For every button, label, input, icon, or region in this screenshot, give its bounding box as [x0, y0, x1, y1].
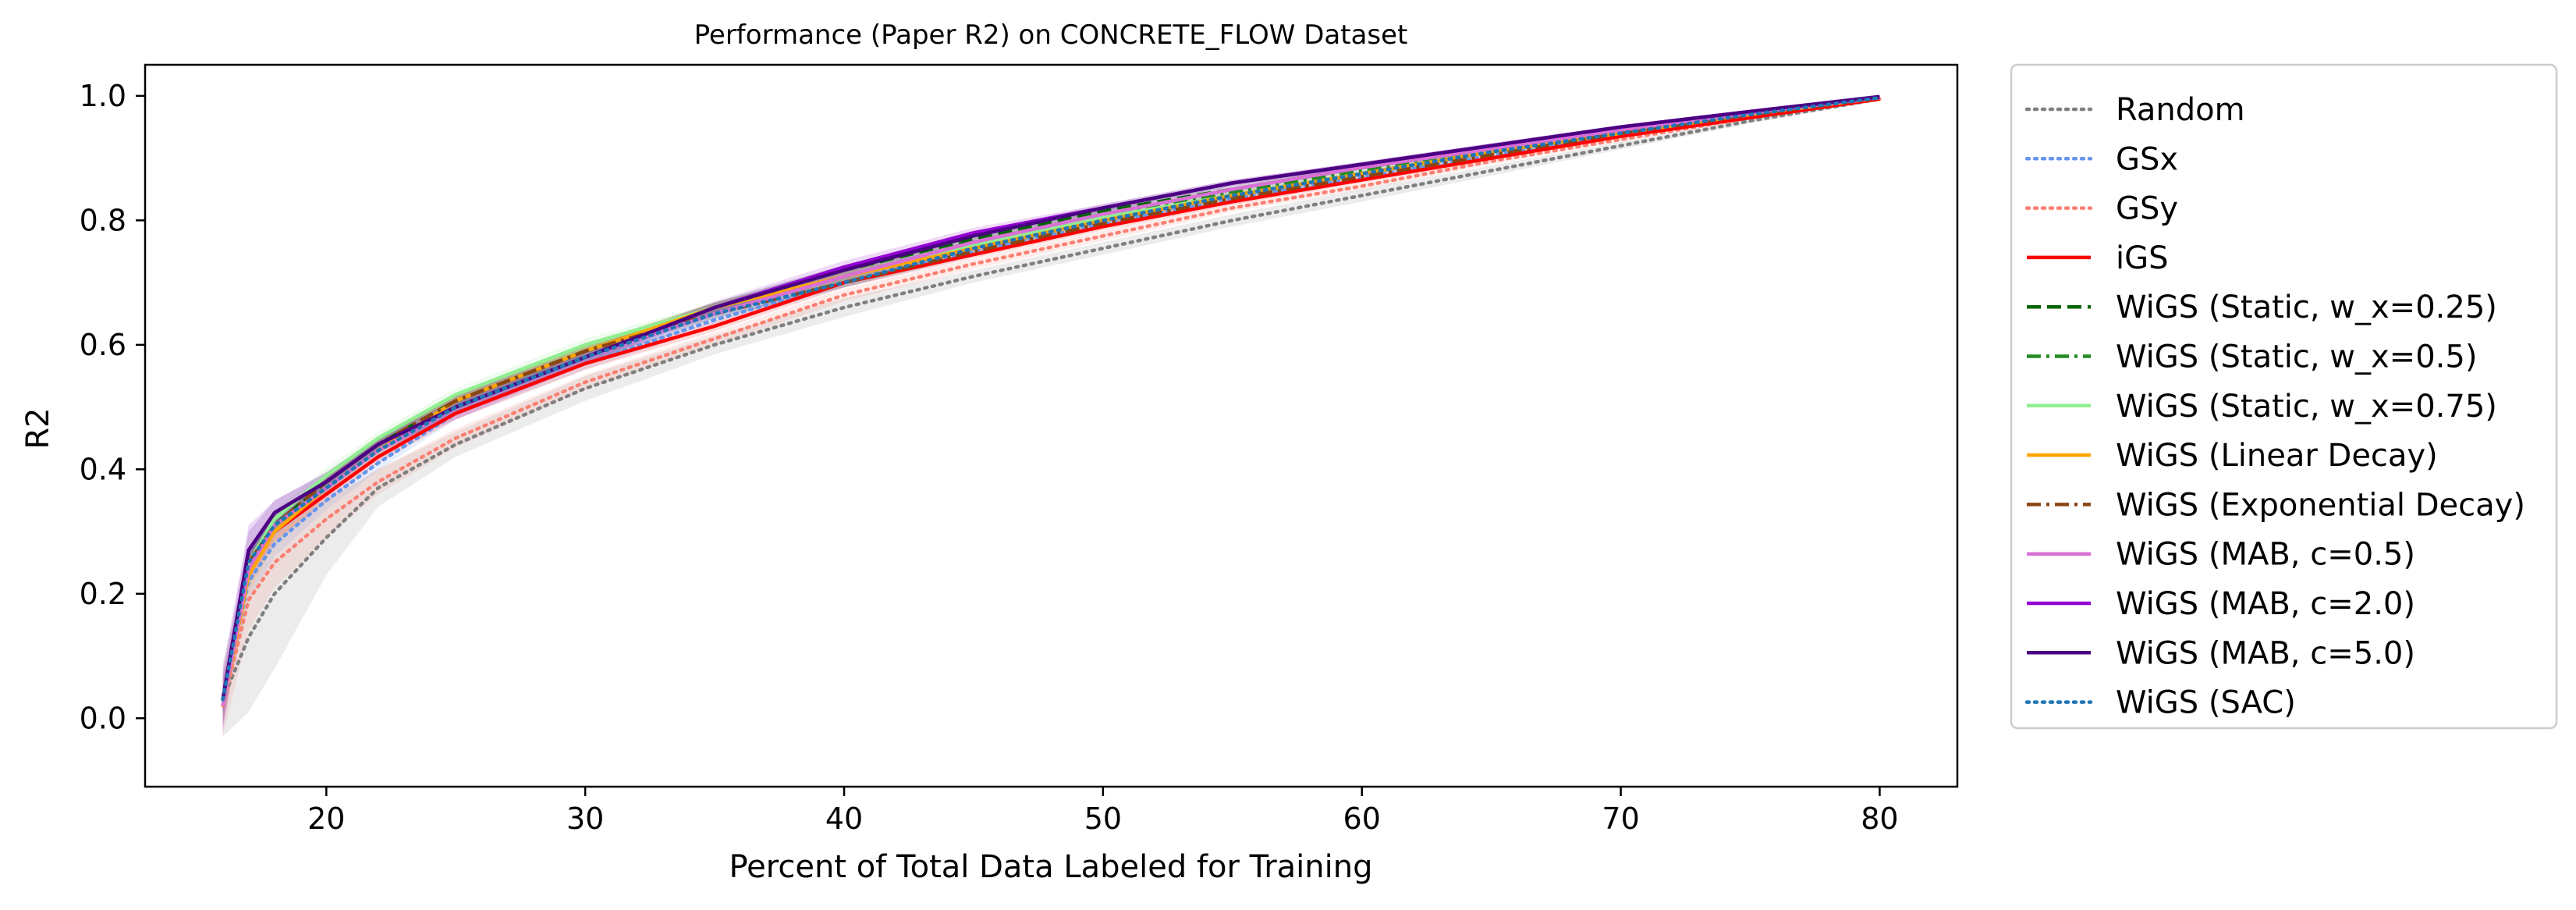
legend-label: WiGS (MAB, c=2.0) — [2116, 586, 2415, 622]
x-tick-label: 40 — [825, 802, 863, 836]
y-tick-label: 1.0 — [80, 79, 126, 113]
legend-label: iGS — [2116, 240, 2169, 276]
legend-item-gsx: GSx — [2024, 141, 2178, 177]
legend-frame — [2010, 63, 2558, 730]
legend-label: WiGS (Static, w_x=0.75) — [2116, 389, 2497, 425]
series-lines — [221, 94, 1882, 708]
chart-title: Performance (Paper R2) on CONCRETE_FLOW … — [694, 20, 1408, 51]
legend-item-wigs-mab-c-0-5: WiGS (MAB, c=0.5) — [2027, 537, 2415, 573]
legend-item-random: Random — [2024, 92, 2245, 128]
x-tick-label: 60 — [1343, 802, 1381, 836]
y-tick-label: 0.0 — [80, 701, 126, 735]
line-wigs-mab-c-5-0 — [221, 94, 1880, 700]
legend-item-gsy: GSy — [2024, 191, 2178, 227]
legend-label: WiGS (SAC) — [2116, 685, 2296, 721]
legend-label: GSy — [2116, 191, 2178, 227]
line-gsx — [221, 97, 1882, 702]
x-axis-ticks: 20 30 40 50 60 70 80 — [307, 787, 1899, 836]
y-tick-label: 0.6 — [80, 328, 126, 362]
line-wigs-sac — [221, 96, 1882, 702]
x-tick-label: 70 — [1602, 802, 1639, 836]
y-tick-label: 0.4 — [80, 452, 126, 486]
legend-item-wigs-sac: WiGS (SAC) — [2024, 685, 2296, 721]
x-tick-label: 20 — [307, 802, 345, 836]
y-axis-ticks: 0.0 0.2 0.4 0.6 0.8 1.0 — [80, 79, 145, 735]
x-tick-label: 50 — [1084, 802, 1122, 836]
legend-item-wigs-linear-decay: WiGS (Linear Decay) — [2027, 438, 2438, 474]
y-tick-label: 0.8 — [80, 203, 126, 237]
line-gsy — [221, 97, 1882, 708]
legend-item-wigs-static-w-x-0-25: WiGS (Static, w_x=0.25) — [2027, 290, 2497, 325]
legend: Random GSx GSy iGS WiGS (Static, w_x=0.25) Wi… — [2010, 63, 2558, 730]
legend-label: Random — [2116, 92, 2245, 128]
legend-items: Random GSx GSy iGS WiGS (Static, w_x=0.25) Wi… — [2024, 92, 2525, 721]
legend-label: GSx — [2116, 141, 2178, 177]
x-axis-label: Percent of Total Data Labeled for Traini… — [729, 849, 1372, 885]
legend-item-igs: iGS — [2027, 240, 2169, 276]
x-tick-label: 30 — [566, 802, 604, 836]
line-wigs-exponential-decay — [221, 96, 1880, 700]
y-axis-label: R2 — [20, 407, 56, 449]
line-random — [221, 97, 1882, 702]
legend-label: WiGS (Static, w_x=0.25) — [2116, 290, 2497, 325]
legend-item-wigs-static-w-x-0-75: WiGS (Static, w_x=0.75) — [2027, 389, 2497, 425]
legend-item-wigs-mab-c-2-0: WiGS (MAB, c=2.0) — [2027, 586, 2415, 622]
legend-label: WiGS (MAB, c=5.0) — [2116, 635, 2415, 671]
legend-label: WiGS (MAB, c=0.5) — [2116, 537, 2415, 573]
plot-frame — [144, 63, 1959, 788]
legend-label: WiGS (Exponential Decay) — [2116, 487, 2525, 523]
y-tick-label: 0.2 — [80, 577, 126, 611]
legend-item-wigs-exponential-decay: WiGS (Exponential Decay) — [2027, 487, 2525, 523]
legend-item-wigs-mab-c-5-0: WiGS (MAB, c=5.0) — [2027, 635, 2415, 671]
legend-label: WiGS (Static, w_x=0.5) — [2116, 339, 2477, 375]
x-tick-label: 80 — [1861, 802, 1898, 836]
legend-item-wigs-static-w-x-0-5: WiGS (Static, w_x=0.5) — [2027, 339, 2477, 375]
legend-label: WiGS (Linear Decay) — [2116, 438, 2438, 474]
